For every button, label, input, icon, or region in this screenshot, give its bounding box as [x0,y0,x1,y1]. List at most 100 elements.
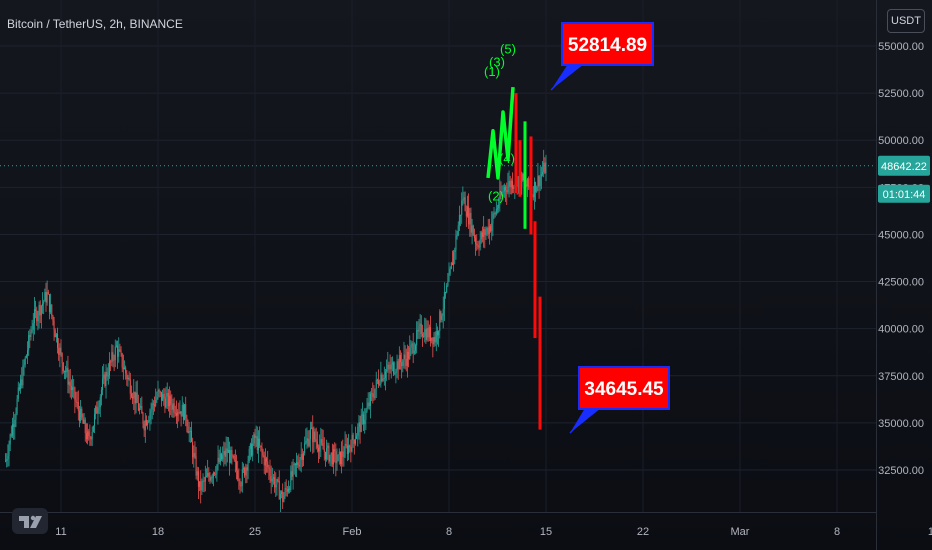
candle [463,191,465,204]
candle [425,318,427,344]
candle-body [342,451,344,457]
candle-body [217,457,219,466]
candle-body [70,385,72,391]
candle [324,451,326,467]
candle [59,343,61,368]
candle [162,389,164,402]
candle [316,431,318,453]
candle [28,330,30,356]
candle [279,490,281,512]
candle [501,185,503,197]
candle [388,361,390,380]
candle [503,183,505,198]
candle-body [506,190,508,193]
candle-body [413,350,415,354]
candle [244,466,246,478]
wave-line [486,87,515,180]
candle [182,402,184,424]
candle [359,415,361,444]
candle [65,365,67,380]
candle-body [46,292,48,303]
candle [72,375,74,398]
candle [237,460,239,482]
candle-body [13,424,15,427]
candle-body [91,431,93,440]
candle-body [337,454,339,462]
candle [223,441,225,467]
candle [152,400,154,415]
candle [256,426,258,454]
candle [431,337,433,344]
candle [44,288,46,302]
candle-body [300,454,302,460]
candle-body [417,329,419,332]
candle [241,461,243,493]
candle [70,379,72,400]
candle-body [224,450,226,457]
candle [12,417,13,438]
candle-body [180,411,182,417]
candle [494,211,496,218]
candle [338,448,340,465]
candle [333,444,335,474]
candle [133,379,135,410]
candle [177,409,179,429]
candle-body [537,175,539,187]
candle-body [15,412,17,420]
candle [179,400,181,415]
target-low-label: 34645.45 [569,366,670,434]
candle [189,426,191,443]
candle-body [440,311,442,320]
candle [227,437,229,453]
candle-body [251,443,253,456]
candle [448,262,450,282]
candle [410,340,412,356]
candle [37,310,39,331]
candle [344,431,346,458]
candle-body [281,491,283,495]
candle [270,465,272,494]
candle-body [5,460,7,462]
candle-body [352,434,354,440]
candle-body [451,262,453,266]
price-tick-label: 32500.00 [878,465,924,477]
candle-body [283,495,285,502]
candle [352,432,354,448]
candle [238,468,240,490]
candle [319,434,321,460]
candle [536,185,538,193]
candle-body [360,414,362,432]
candle-body [165,396,167,408]
candle [373,385,375,401]
currency-button[interactable]: USDT [887,9,925,33]
candle [348,433,350,461]
candle [209,472,211,484]
candle [66,360,68,378]
candle-body [538,175,540,187]
candle [356,433,358,440]
elliott-wave [486,87,515,180]
candle [453,249,455,272]
candle [484,226,486,249]
candle-body [472,225,474,236]
candle [174,405,176,417]
candle-body [369,393,371,407]
candle-body [43,301,45,304]
candle-body [262,452,264,456]
candle [111,344,113,367]
candle [125,365,127,380]
candle-body [185,404,187,419]
candle-body [394,373,396,375]
candle [175,400,177,424]
candle [112,344,114,368]
candle-body [403,354,405,361]
candle-body [50,304,52,313]
candle-body [73,387,75,389]
candle [487,218,489,239]
candle [298,453,300,470]
candle-body [368,402,370,407]
candle-body [68,381,70,385]
candle [22,359,24,389]
candle-body [178,412,180,414]
